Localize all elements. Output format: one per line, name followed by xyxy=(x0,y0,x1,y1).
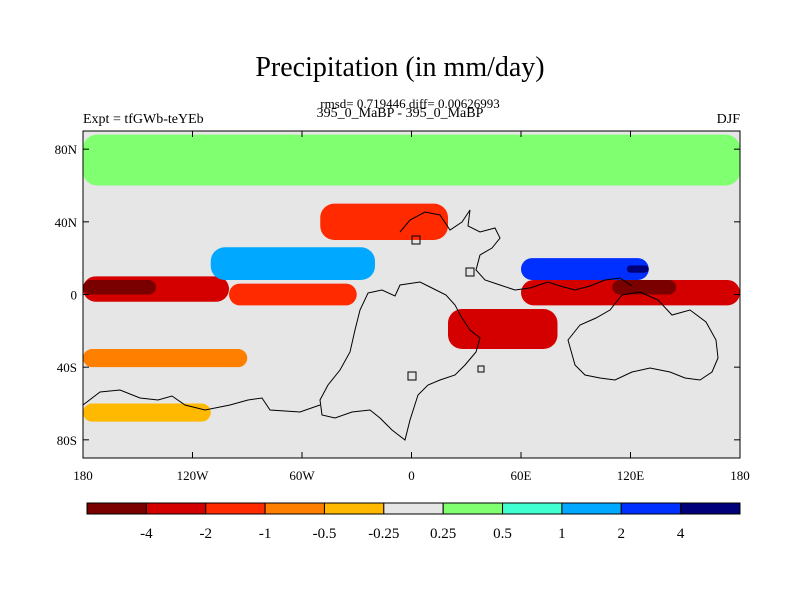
x-tick-label: 120E xyxy=(617,468,645,483)
y-tick-label: 40S xyxy=(57,360,77,375)
x-tick-label: 0 xyxy=(408,468,415,483)
colorbar-swatch xyxy=(442,502,504,515)
x-tick-label: 60E xyxy=(511,468,532,483)
region-north-pacific-wet xyxy=(521,258,649,280)
colorbar-label: -4 xyxy=(140,526,153,542)
contour-fields xyxy=(83,134,740,422)
coastlines xyxy=(83,209,719,441)
region-southern-ocean-orange xyxy=(83,403,211,422)
x-tick-label: 180 xyxy=(73,468,93,483)
colorbar-swatch xyxy=(680,502,741,515)
x-tick-label: 60W xyxy=(289,468,315,483)
colorbar-swatch xyxy=(145,502,207,515)
region-indian-ocean-core xyxy=(612,279,677,295)
coastline-eurasia xyxy=(399,209,633,291)
colorbar-label: -0.5 xyxy=(313,526,337,542)
colorbar-swatch xyxy=(205,502,266,515)
y-tick-label: 0 xyxy=(71,288,78,303)
colorbar-label: 2 xyxy=(618,526,626,542)
region-north-atlantic xyxy=(320,203,448,240)
y-tick-label: 80S xyxy=(57,433,77,448)
colorbar-swatch xyxy=(502,502,563,515)
colorbar-label: -1 xyxy=(259,526,272,542)
colorbar-label: -0.25 xyxy=(368,526,399,542)
region-south-pacific-band xyxy=(83,349,248,368)
colorbar-swatch xyxy=(620,502,682,515)
y-tick-label: 80N xyxy=(55,142,78,157)
coastline-africa xyxy=(319,281,481,441)
y-tick-label: 40N xyxy=(55,215,78,230)
region-tropical-atlantic-wet xyxy=(210,247,375,280)
map-subtitle: 395_0_MaBP - 395_0_MaBP xyxy=(316,106,484,121)
colorbar-swatch xyxy=(561,502,622,515)
colorbar-swatch xyxy=(264,502,325,515)
colorbar-swatch xyxy=(86,502,147,515)
experiment-label: Expt = tfGWb-teYEb xyxy=(83,112,204,127)
x-tick-label: 120W xyxy=(177,468,210,483)
season-label: DJF xyxy=(716,112,740,127)
stats-line: rmsd= 0.719446 diff= 0.00626993 xyxy=(320,96,500,111)
coastline-islands xyxy=(407,235,485,381)
colorbar-swatch xyxy=(383,502,444,515)
colorbar-label: 0.25 xyxy=(430,526,456,542)
colorbar-label: 1 xyxy=(558,526,566,542)
region-east-pacific-band xyxy=(229,283,357,306)
colorbar-label: 0.5 xyxy=(493,526,512,542)
coastline-australia xyxy=(567,291,719,381)
colorbar-label: 4 xyxy=(677,526,685,542)
coastline-antarctica xyxy=(83,389,321,413)
axis-ticks: 180 120W 60W 0 60E 120E 180 80N 40N 0 40S 80S xyxy=(55,131,750,483)
map-title: Precipitation (in mm/day) xyxy=(255,52,545,83)
colorbar: -4 -2 -1 -0.5 -0.25 0.25 0.5 1 2 4 xyxy=(86,502,741,542)
x-tick-label: 180 xyxy=(730,468,750,483)
region-north-pacific-wet-core xyxy=(626,265,649,273)
region-equatorial-west-pacific-core xyxy=(83,279,156,295)
colorbar-swatch xyxy=(323,502,385,515)
colorbar-label: -2 xyxy=(199,526,212,542)
region-arctic-green xyxy=(83,134,740,186)
region-africa-south xyxy=(448,309,558,349)
